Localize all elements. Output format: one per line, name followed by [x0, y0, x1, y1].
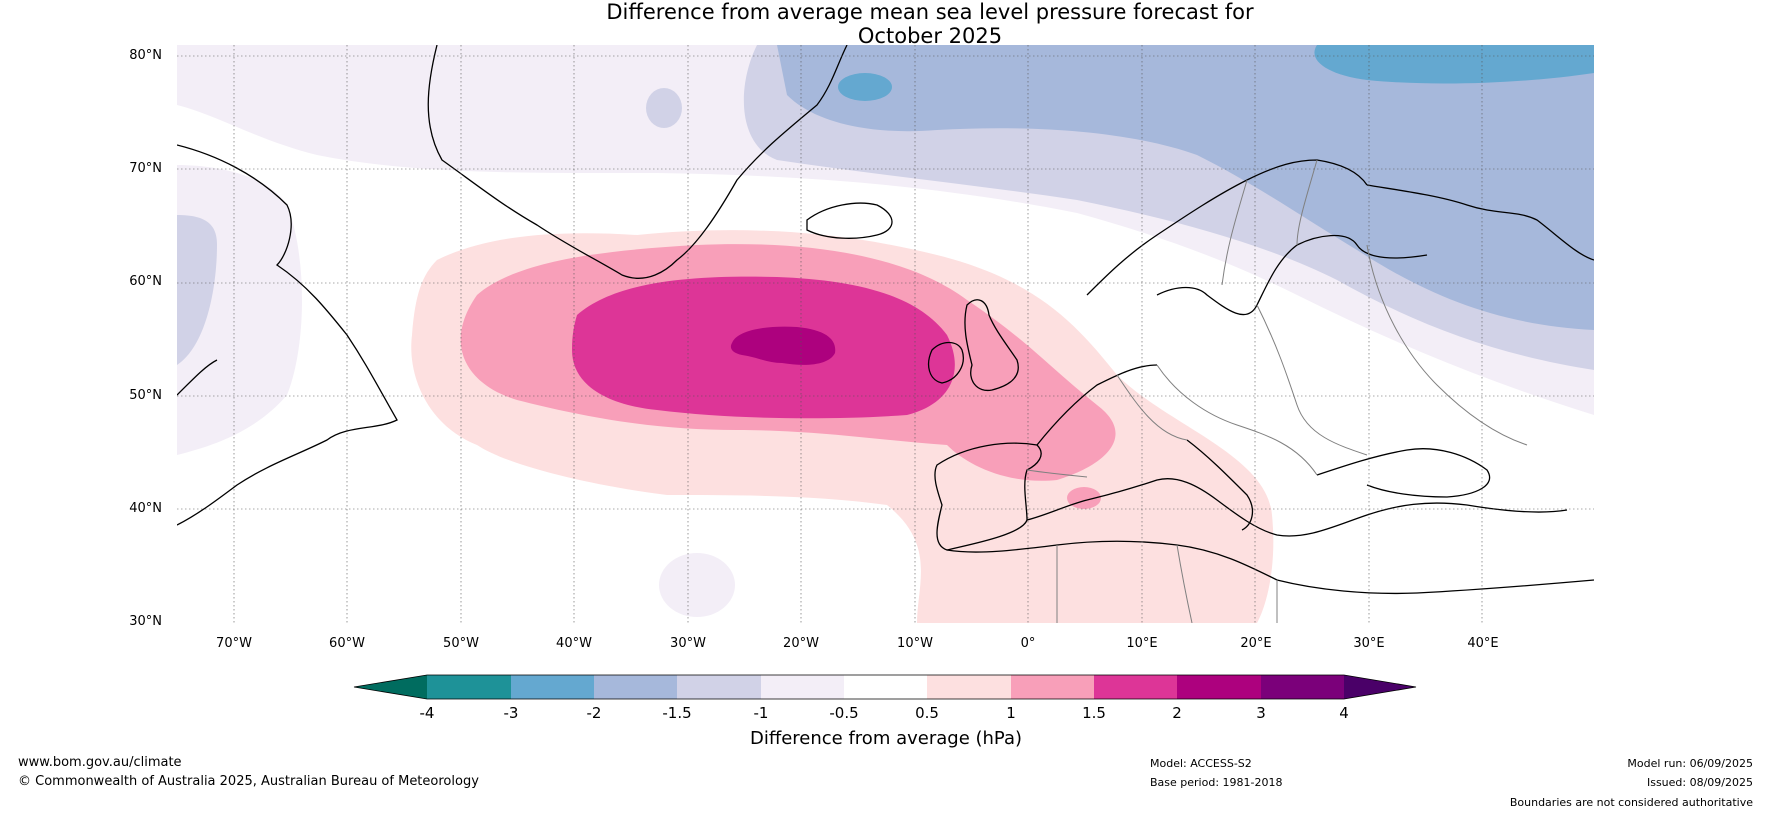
- lon-label-30w: 30°W: [670, 636, 706, 651]
- model-run-date: Model run: 06/09/2025: [1627, 757, 1753, 770]
- colorbar-swatch-3-4: [1261, 675, 1344, 699]
- lat-label-60n: 60°N: [129, 274, 162, 289]
- colorbar-tick-minus1.5: -1.5: [662, 704, 692, 722]
- colorbar-tick-2: 2: [1172, 704, 1182, 722]
- lon-label-30e: 30°E: [1353, 636, 1385, 651]
- model-name: Model: ACCESS-S2: [1150, 757, 1252, 770]
- coastline-norway: [1086, 159, 1368, 296]
- colorbar-swatch-minus1-minus0.5: [761, 675, 844, 699]
- website-link[interactable]: www.bom.gov.au/climate: [18, 755, 182, 770]
- issued-date: Issued: 08/09/2025: [1646, 776, 1753, 789]
- lon-label-70w: 70°W: [216, 636, 252, 651]
- colorbar-extend-low: [354, 675, 427, 699]
- coastline-france: [1036, 364, 1158, 446]
- colorbar-outline: [353, 674, 1417, 700]
- lon-label-20e: 20°E: [1240, 636, 1272, 651]
- lat-label-50n: 50°N: [129, 388, 162, 403]
- anomaly-region-2-to-3: [730, 326, 836, 365]
- colorbar-tick-minus3: -3: [503, 704, 519, 722]
- pressure-anomaly-map: [177, 45, 1594, 623]
- border-spain-france: [1026, 469, 1088, 478]
- coastline-italy: [1186, 439, 1254, 531]
- colorbar-extend-high: [1344, 675, 1416, 699]
- coastline-canada: [177, 144, 398, 526]
- lon-label-10e: 10°E: [1126, 636, 1158, 651]
- lon-label-40e: 40°E: [1467, 636, 1499, 651]
- border-russia: [1366, 244, 1528, 446]
- anomaly-region-minus-2-to-3-east: [1314, 45, 1594, 84]
- colorbar-swatch-minus0.5-0.5: [844, 675, 927, 699]
- map-title-line1: Difference from average mean sea level p…: [606, 0, 1254, 24]
- colorbar-swatch-minus4-minus3: [427, 675, 511, 699]
- border-scandinavia: [1221, 179, 1248, 286]
- coastline-balkans-blacksea: [1316, 448, 1491, 498]
- lat-label-40n: 40°N: [129, 501, 162, 516]
- coastlines: [177, 45, 1594, 595]
- coastline-iceland: [806, 202, 893, 239]
- border-north-africa-2: [1176, 544, 1193, 623]
- border-finland: [1296, 159, 1318, 246]
- anomaly-region-minus-1-to-1.5-west: [177, 215, 217, 365]
- country-borders: [1026, 159, 1528, 623]
- map-title-line2: October 2025: [857, 24, 1003, 48]
- coastline-greenland: [427, 45, 848, 279]
- coastline-north-africa: [946, 540, 1594, 595]
- colorbar-swatch-0.5-1: [927, 675, 1011, 699]
- border-east-europe: [1256, 304, 1368, 456]
- colorbar-tick-1.5: 1.5: [1082, 704, 1106, 722]
- coastline-labrador: [177, 359, 218, 396]
- lat-label-70n: 70°N: [129, 161, 162, 176]
- coastline-mediterranean: [1026, 478, 1568, 537]
- anomaly-region-minus-2-to-3-svalbard: [838, 73, 892, 101]
- lat-label-30n: 30°N: [129, 614, 162, 629]
- colorbar-swatch-minus2-minus1.5: [594, 675, 677, 699]
- colorbar-tick-minus2: -2: [586, 704, 602, 722]
- colorbar-tick-minus1: -1: [753, 704, 769, 722]
- coastline-scandinavia-east: [1156, 234, 1428, 316]
- lon-label-50w: 50°W: [443, 636, 479, 651]
- border-central-europe-2: [1156, 364, 1318, 476]
- lon-label-20w: 20°W: [783, 636, 819, 651]
- graticule: [177, 45, 1594, 623]
- lat-label-80n: 80°N: [129, 48, 162, 63]
- boundaries-disclaimer: Boundaries are not considered authoritat…: [1509, 796, 1753, 809]
- colorbar-tick-3: 3: [1256, 704, 1266, 722]
- colorbar-swatch-minus1.5-minus1: [677, 675, 761, 699]
- lon-label-10w: 10°W: [897, 636, 933, 651]
- colorbar-tick-4: 4: [1339, 704, 1349, 722]
- colorbar-swatch-1-1.5: [1011, 675, 1094, 699]
- anomaly-region-minus-1-to-1.5-small: [646, 88, 682, 128]
- lon-label-40w: 40°W: [556, 636, 592, 651]
- map-title: Difference from average mean sea level p…: [0, 0, 1770, 48]
- base-period: Base period: 1981-2018: [1150, 776, 1283, 789]
- colorbar-tick-0.5: 0.5: [915, 704, 939, 722]
- anomaly-region-minus-0.5-to-1-atlantic: [659, 553, 735, 617]
- coastline-ireland: [928, 341, 964, 384]
- coastline-britain: [964, 299, 1019, 392]
- colorbar-swatch-2-3: [1177, 675, 1261, 699]
- colorbar-label: Difference from average (hPa): [749, 728, 1023, 749]
- lon-label-60w: 60°W: [329, 636, 365, 651]
- colorbar-swatch-minus3-minus2: [511, 675, 594, 699]
- colorbar-tick-minus4: -4: [419, 704, 435, 722]
- colorbar-tick-minus0.5: -0.5: [829, 704, 859, 722]
- lon-label-0: 0°: [1020, 636, 1036, 651]
- anomaly-region-minus-1.5-to-2: [777, 45, 1594, 330]
- colorbar-tick-1: 1: [1006, 704, 1016, 722]
- colorbar-swatch-1.5-2: [1094, 675, 1177, 699]
- copyright-text: © Commonwealth of Australia 2025, Austra…: [18, 774, 479, 789]
- border-central-europe-1: [1116, 374, 1188, 441]
- coastline-barents: [1366, 184, 1594, 261]
